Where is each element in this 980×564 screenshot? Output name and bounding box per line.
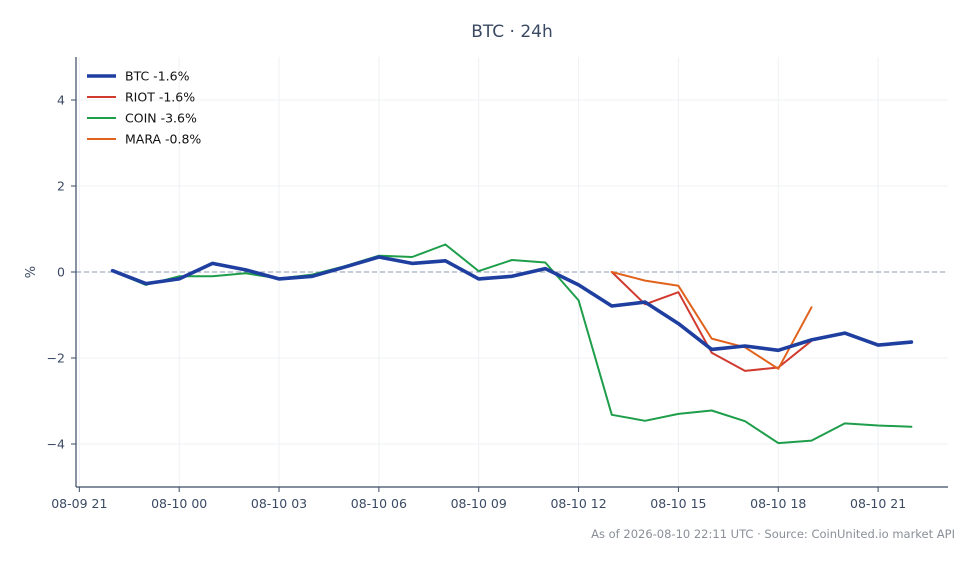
- legend-label-coin: COIN -3.6%: [125, 111, 197, 126]
- x-axis-ticks: 08-09 21 08-10 00 08-10 03 08-10 06 08-10 09…: [51, 487, 906, 511]
- series-line-btc: [110, 255, 914, 353]
- x-tick-label: 08-10 12: [550, 496, 606, 511]
- x-tick-label: 08-10 03: [251, 496, 307, 511]
- y-tick-label: 2: [57, 179, 65, 194]
- y-tick-label: −2: [47, 351, 65, 366]
- footnote: As of 2026-08-10 22:11 UTC · Source: Coi…: [591, 527, 955, 541]
- legend-label-riot: RIOT -1.6%: [125, 90, 195, 105]
- x-tick-label: 08-10 09: [451, 496, 507, 511]
- y-axis-ticks: −4 −2 0 2 4: [47, 93, 76, 452]
- x-tick-label: 08-10 21: [850, 496, 906, 511]
- x-tick-label: 08-09 21: [51, 496, 107, 511]
- y-tick-label: −4: [47, 437, 65, 452]
- x-tick-label: 08-10 15: [650, 496, 706, 511]
- y-tick-label: 0: [57, 265, 65, 280]
- series-line-riot: [610, 271, 813, 372]
- series-lines: [110, 243, 914, 445]
- y-axis-label: %: [24, 266, 39, 278]
- y-tick-label: 4: [57, 93, 65, 108]
- legend-label-btc: BTC -1.6%: [125, 69, 190, 84]
- legend-label-mara: MARA -0.8%: [125, 132, 201, 147]
- x-tick-label: 08-10 06: [351, 496, 407, 511]
- x-tick-label: 08-10 00: [151, 496, 207, 511]
- x-tick-label: 08-10 18: [750, 496, 806, 511]
- series-line-mara: [610, 271, 813, 370]
- series-line-coin: [111, 243, 913, 445]
- chart-title: BTC · 24h: [471, 22, 553, 42]
- legend: BTC -1.6% RIOT -1.6% COIN -3.6% MARA -0.8%: [87, 69, 201, 147]
